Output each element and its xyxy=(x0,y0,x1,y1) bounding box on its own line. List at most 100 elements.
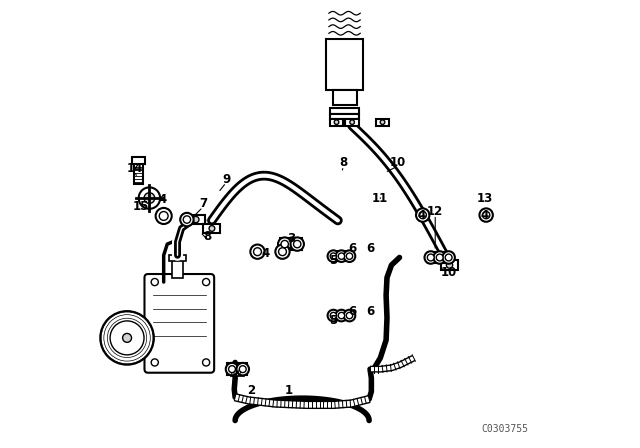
Circle shape xyxy=(344,250,355,262)
Circle shape xyxy=(110,321,144,355)
Circle shape xyxy=(253,248,261,256)
Bar xyxy=(204,224,220,233)
Text: 5: 5 xyxy=(329,254,337,267)
Text: 2: 2 xyxy=(246,383,255,396)
Circle shape xyxy=(278,248,287,256)
Text: 4: 4 xyxy=(159,193,167,206)
Text: 11: 11 xyxy=(372,192,388,205)
Circle shape xyxy=(202,279,210,286)
Circle shape xyxy=(335,310,348,321)
Bar xyxy=(330,119,343,126)
Text: 6: 6 xyxy=(366,242,374,255)
Bar xyxy=(169,255,186,261)
Bar xyxy=(428,252,451,263)
Circle shape xyxy=(209,226,215,231)
Text: 4: 4 xyxy=(417,210,426,223)
Circle shape xyxy=(380,120,385,125)
Circle shape xyxy=(228,366,236,373)
Text: 3: 3 xyxy=(287,232,295,245)
Circle shape xyxy=(436,254,444,261)
Circle shape xyxy=(446,262,452,268)
Circle shape xyxy=(287,241,294,248)
Circle shape xyxy=(183,216,191,223)
Text: 7: 7 xyxy=(199,198,207,211)
Circle shape xyxy=(278,237,291,251)
Text: 6: 6 xyxy=(348,242,356,255)
Circle shape xyxy=(226,363,238,375)
Circle shape xyxy=(479,208,493,222)
Bar xyxy=(134,162,143,184)
Circle shape xyxy=(239,366,246,373)
Bar xyxy=(187,215,205,224)
Bar xyxy=(330,108,359,114)
Text: C0303755: C0303755 xyxy=(482,423,529,434)
Circle shape xyxy=(416,208,429,222)
Circle shape xyxy=(436,254,443,261)
FancyBboxPatch shape xyxy=(145,274,214,373)
Circle shape xyxy=(346,253,353,259)
Circle shape xyxy=(424,251,437,264)
Circle shape xyxy=(328,310,339,321)
Circle shape xyxy=(433,251,446,264)
Circle shape xyxy=(234,365,241,373)
Circle shape xyxy=(339,253,344,259)
Circle shape xyxy=(428,254,434,261)
Circle shape xyxy=(294,241,301,248)
Circle shape xyxy=(350,120,355,125)
Text: 14: 14 xyxy=(127,162,143,175)
Bar xyxy=(346,119,359,126)
Bar xyxy=(333,90,356,105)
Circle shape xyxy=(275,245,290,259)
Bar xyxy=(441,260,458,270)
Bar xyxy=(227,363,248,375)
Circle shape xyxy=(151,359,158,366)
Bar xyxy=(376,119,389,126)
Text: 10: 10 xyxy=(440,266,457,279)
Bar xyxy=(330,114,359,120)
Text: 9: 9 xyxy=(222,173,230,186)
Circle shape xyxy=(335,250,348,262)
Circle shape xyxy=(151,279,158,286)
Circle shape xyxy=(346,312,353,319)
Circle shape xyxy=(144,193,155,203)
Circle shape xyxy=(419,211,426,219)
Text: 8: 8 xyxy=(340,156,348,169)
Bar xyxy=(230,370,244,376)
Circle shape xyxy=(442,251,455,264)
Circle shape xyxy=(334,120,339,125)
Text: 6: 6 xyxy=(348,306,356,319)
Circle shape xyxy=(250,245,264,259)
Text: 12: 12 xyxy=(427,205,444,218)
Circle shape xyxy=(180,213,194,226)
Circle shape xyxy=(100,311,154,365)
Bar xyxy=(132,157,145,164)
Text: 4: 4 xyxy=(480,210,488,223)
Circle shape xyxy=(291,237,304,251)
Bar xyxy=(280,238,301,250)
Text: 6: 6 xyxy=(366,306,374,319)
Text: 10: 10 xyxy=(390,156,406,169)
Circle shape xyxy=(483,211,490,219)
Text: 4: 4 xyxy=(261,246,269,259)
Text: 8: 8 xyxy=(204,230,212,243)
Bar xyxy=(332,310,351,320)
Circle shape xyxy=(339,312,344,319)
Text: 13: 13 xyxy=(476,192,492,205)
Circle shape xyxy=(339,253,344,259)
Circle shape xyxy=(193,216,199,223)
Bar xyxy=(172,260,183,278)
Circle shape xyxy=(344,310,355,321)
Circle shape xyxy=(328,250,339,262)
Circle shape xyxy=(330,312,337,319)
Text: 1: 1 xyxy=(285,383,292,396)
Text: 5: 5 xyxy=(329,314,337,327)
Circle shape xyxy=(281,241,289,248)
Bar xyxy=(335,119,353,124)
Circle shape xyxy=(159,211,168,220)
Bar xyxy=(332,251,351,261)
Text: 15: 15 xyxy=(133,200,150,213)
Circle shape xyxy=(237,363,249,375)
Circle shape xyxy=(330,253,337,259)
Bar xyxy=(326,39,364,90)
Circle shape xyxy=(156,208,172,224)
